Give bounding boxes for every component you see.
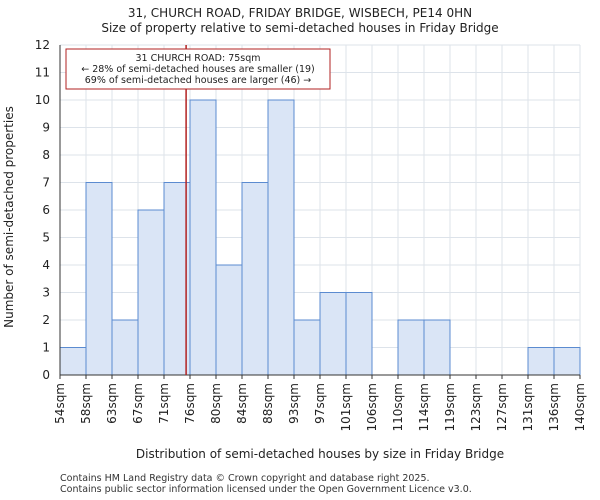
x-axis-label: Distribution of semi-detached houses by … — [136, 447, 504, 461]
y-tick-label: 6 — [42, 203, 50, 217]
histogram-bar — [293, 319, 321, 376]
x-tick-label: 84sqm — [235, 383, 249, 424]
y-tick-label: 9 — [42, 121, 50, 135]
histogram-bar — [59, 347, 87, 376]
y-tick-label: 11 — [35, 66, 50, 80]
histogram-bar — [423, 319, 451, 376]
x-tick-label: 123sqm — [469, 383, 483, 431]
chart-title: 31, CHURCH ROAD, FRIDAY BRIDGE, WISBECH,… — [127, 6, 473, 20]
x-tick-label: 106sqm — [365, 383, 379, 431]
x-tick-label: 76sqm — [183, 383, 197, 424]
y-tick-label: 10 — [35, 93, 50, 107]
chart-subtitle: Size of property relative to semi-detach… — [101, 21, 499, 35]
x-tick-label: 88sqm — [261, 383, 275, 424]
histogram-bar — [553, 347, 581, 376]
x-tick-label: 54sqm — [53, 383, 67, 424]
y-tick-label: 8 — [42, 148, 50, 162]
histogram-bar — [345, 292, 373, 376]
x-tick-label: 63sqm — [105, 383, 119, 424]
x-tick-label: 80sqm — [209, 383, 223, 424]
x-tick-label: 97sqm — [313, 383, 327, 424]
y-tick-label: 3 — [42, 286, 50, 300]
footer-line-1: Contains HM Land Registry data © Crown c… — [60, 473, 430, 484]
x-tick-label: 58sqm — [79, 383, 93, 424]
x-tick-label: 71sqm — [157, 383, 171, 424]
x-tick-label: 101sqm — [339, 383, 353, 431]
histogram-bar — [215, 264, 243, 376]
annotation-border — [65, 48, 331, 90]
x-tick-label: 110sqm — [391, 383, 405, 431]
y-tick-label: 2 — [42, 313, 50, 327]
histogram-bar — [527, 347, 555, 376]
y-tick-label: 1 — [42, 341, 50, 355]
x-tick-label: 136sqm — [547, 383, 561, 431]
histogram-bar — [189, 99, 217, 376]
histogram-bar — [241, 182, 269, 376]
x-tick-label: 93sqm — [287, 383, 301, 424]
annotation-box: 31 CHURCH ROAD: 75sqm ← 28% of semi-deta… — [65, 48, 331, 90]
x-tick-label: 67sqm — [131, 383, 145, 424]
y-tick-label: 0 — [42, 368, 50, 382]
x-tick-label: 131sqm — [521, 383, 535, 431]
y-tick-label: 7 — [42, 176, 50, 190]
x-tick-label: 119sqm — [443, 383, 457, 431]
annotation-line-1: 31 CHURCH ROAD: 75sqm — [135, 53, 260, 64]
x-tick-label: 114sqm — [417, 383, 431, 431]
x-tick-label: 127sqm — [495, 383, 509, 431]
histogram-bar — [85, 182, 113, 376]
bar-layer — [59, 99, 581, 376]
y-tick-label: 5 — [42, 231, 50, 245]
histogram-bar — [267, 99, 295, 376]
histogram-bar — [137, 209, 165, 376]
histogram-bar — [111, 319, 139, 376]
y-axis-label: Number of semi-detached properties — [2, 106, 16, 328]
footer-line-2: Contains public sector information licen… — [60, 484, 472, 495]
x-tick-label: 140sqm — [573, 383, 587, 431]
y-tick-label: 4 — [42, 258, 50, 272]
annotation-line-2: ← 28% of semi-detached houses are smalle… — [81, 64, 315, 75]
annotation-line-3: 69% of semi-detached houses are larger (… — [85, 75, 312, 86]
y-tick-label: 12 — [35, 38, 50, 52]
histogram-bar — [319, 292, 347, 376]
histogram-bar — [397, 319, 425, 376]
